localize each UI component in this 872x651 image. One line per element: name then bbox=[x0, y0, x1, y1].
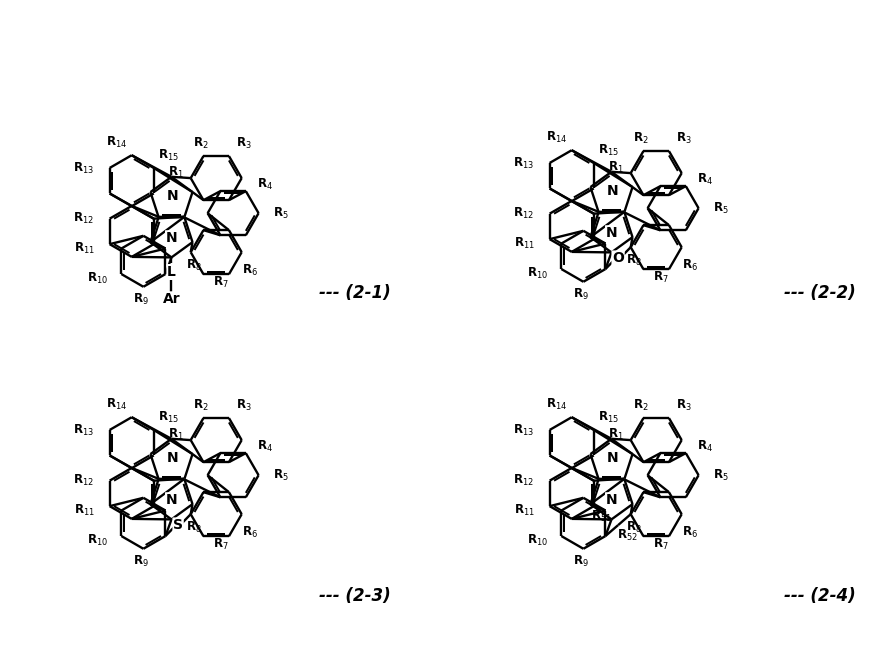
Text: $\mathbf{R}_{14}$: $\mathbf{R}_{14}$ bbox=[546, 130, 568, 145]
Text: N: N bbox=[606, 493, 617, 507]
Text: $\mathbf{R}_{5}$: $\mathbf{R}_{5}$ bbox=[713, 201, 728, 215]
Text: $\mathbf{R}_{5}$: $\mathbf{R}_{5}$ bbox=[273, 467, 289, 483]
Text: L: L bbox=[167, 265, 176, 279]
Text: $\mathbf{R}_{6}$: $\mathbf{R}_{6}$ bbox=[242, 525, 258, 540]
Text: $\mathbf{R}_{15}$: $\mathbf{R}_{15}$ bbox=[598, 409, 619, 424]
Text: --- (2-4): --- (2-4) bbox=[784, 587, 856, 605]
Text: $\mathbf{R}_{10}$: $\mathbf{R}_{10}$ bbox=[87, 533, 108, 548]
Text: $\mathbf{R}_{13}$: $\mathbf{R}_{13}$ bbox=[73, 422, 94, 437]
Text: $\mathbf{R}_{3}$: $\mathbf{R}_{3}$ bbox=[676, 398, 691, 413]
Text: N: N bbox=[166, 231, 177, 245]
Text: $\mathbf{R}_{9}$: $\mathbf{R}_{9}$ bbox=[133, 292, 148, 307]
Text: $\mathbf{R}_{15}$: $\mathbf{R}_{15}$ bbox=[158, 148, 179, 163]
Text: $\mathbf{R}_{13}$: $\mathbf{R}_{13}$ bbox=[73, 160, 94, 176]
Text: $\mathbf{R}_{11}$: $\mathbf{R}_{11}$ bbox=[514, 503, 535, 518]
Text: $\mathbf{R}_{9}$: $\mathbf{R}_{9}$ bbox=[573, 554, 589, 569]
Text: $\mathbf{R}_{7}$: $\mathbf{R}_{7}$ bbox=[214, 537, 229, 553]
Text: $\mathbf{R}_{11}$: $\mathbf{R}_{11}$ bbox=[74, 241, 95, 256]
Text: $\mathbf{R}_{12}$: $\mathbf{R}_{12}$ bbox=[73, 211, 94, 226]
Text: $\mathbf{R}_{10}$: $\mathbf{R}_{10}$ bbox=[528, 533, 548, 548]
Text: S: S bbox=[174, 518, 183, 532]
Text: N: N bbox=[166, 493, 177, 507]
Text: $\mathbf{R}_{6}$: $\mathbf{R}_{6}$ bbox=[682, 525, 698, 540]
Text: $\mathbf{R}_{7}$: $\mathbf{R}_{7}$ bbox=[653, 537, 669, 553]
Text: $\mathbf{R}_{12}$: $\mathbf{R}_{12}$ bbox=[73, 473, 94, 488]
Text: $\mathbf{R}_{15}$: $\mathbf{R}_{15}$ bbox=[158, 409, 179, 424]
Text: $\mathbf{R}_{3}$: $\mathbf{R}_{3}$ bbox=[236, 135, 252, 151]
Text: $\mathbf{R}_{4}$: $\mathbf{R}_{4}$ bbox=[698, 438, 713, 454]
Text: $\mathbf{R}_{5}$: $\mathbf{R}_{5}$ bbox=[273, 206, 289, 221]
Text: $\mathbf{R}_{4}$: $\mathbf{R}_{4}$ bbox=[257, 176, 273, 191]
Text: $\mathbf{R}_{8}$: $\mathbf{R}_{8}$ bbox=[626, 519, 642, 534]
Text: $\mathbf{R}_{13}$: $\mathbf{R}_{13}$ bbox=[513, 422, 534, 437]
Text: $\mathbf{R}_{9}$: $\mathbf{R}_{9}$ bbox=[133, 554, 148, 569]
Text: $\mathbf{R}_{2}$: $\mathbf{R}_{2}$ bbox=[193, 398, 208, 413]
Text: $\mathbf{R}_{11}$: $\mathbf{R}_{11}$ bbox=[514, 236, 535, 251]
Text: $\mathbf{R}_{8}$: $\mathbf{R}_{8}$ bbox=[186, 519, 201, 534]
Text: $\mathbf{R}_{6}$: $\mathbf{R}_{6}$ bbox=[682, 257, 698, 273]
Text: N: N bbox=[606, 226, 617, 240]
Text: $\mathbf{R}_{7}$: $\mathbf{R}_{7}$ bbox=[214, 275, 229, 290]
Text: $\mathbf{R}_{1}$: $\mathbf{R}_{1}$ bbox=[608, 427, 623, 442]
Text: $\mathbf{R}_{51}$: $\mathbf{R}_{51}$ bbox=[590, 508, 611, 523]
Text: $\mathbf{R}_{1}$: $\mathbf{R}_{1}$ bbox=[168, 165, 184, 180]
Text: N: N bbox=[167, 189, 179, 203]
Text: $\mathbf{R}_{10}$: $\mathbf{R}_{10}$ bbox=[87, 271, 108, 286]
Text: N: N bbox=[167, 451, 179, 465]
Text: O: O bbox=[612, 251, 624, 265]
Text: $\mathbf{R}_{2}$: $\mathbf{R}_{2}$ bbox=[633, 131, 649, 146]
Text: N: N bbox=[607, 184, 618, 199]
Text: $\mathbf{R}_{8}$: $\mathbf{R}_{8}$ bbox=[186, 258, 201, 273]
Text: $\mathbf{R}_{2}$: $\mathbf{R}_{2}$ bbox=[193, 135, 208, 151]
Text: $\mathbf{R}_{12}$: $\mathbf{R}_{12}$ bbox=[513, 206, 534, 221]
Text: $\mathbf{R}_{2}$: $\mathbf{R}_{2}$ bbox=[633, 398, 649, 413]
Text: $\mathbf{R}_{12}$: $\mathbf{R}_{12}$ bbox=[513, 473, 534, 488]
Text: $\mathbf{R}_{8}$: $\mathbf{R}_{8}$ bbox=[626, 253, 642, 268]
Text: $\mathbf{R}_{6}$: $\mathbf{R}_{6}$ bbox=[242, 262, 258, 277]
Text: $\mathbf{R}_{13}$: $\mathbf{R}_{13}$ bbox=[513, 156, 534, 171]
Text: $\mathbf{R}_{1}$: $\mathbf{R}_{1}$ bbox=[608, 160, 623, 175]
Text: --- (2-1): --- (2-1) bbox=[319, 284, 391, 302]
Text: --- (2-2): --- (2-2) bbox=[784, 284, 856, 302]
Text: $\mathbf{R}_{14}$: $\mathbf{R}_{14}$ bbox=[546, 397, 568, 412]
Text: $\mathbf{R}_{14}$: $\mathbf{R}_{14}$ bbox=[106, 397, 127, 412]
Text: $\mathbf{R}_{4}$: $\mathbf{R}_{4}$ bbox=[257, 438, 273, 454]
Text: $\mathbf{R}_{4}$: $\mathbf{R}_{4}$ bbox=[698, 171, 713, 187]
Text: Ar: Ar bbox=[163, 292, 181, 306]
Text: $\mathbf{R}_{5}$: $\mathbf{R}_{5}$ bbox=[713, 467, 728, 483]
Text: $\mathbf{R}_{1}$: $\mathbf{R}_{1}$ bbox=[168, 427, 184, 442]
Text: $\mathbf{R}_{14}$: $\mathbf{R}_{14}$ bbox=[106, 135, 127, 150]
Text: $\mathbf{R}_{3}$: $\mathbf{R}_{3}$ bbox=[236, 398, 252, 413]
Text: $\mathbf{R}_{11}$: $\mathbf{R}_{11}$ bbox=[74, 503, 95, 518]
Text: $\mathbf{R}_{10}$: $\mathbf{R}_{10}$ bbox=[528, 266, 548, 281]
Text: N: N bbox=[607, 451, 618, 465]
Text: --- (2-3): --- (2-3) bbox=[319, 587, 391, 605]
Text: $\mathbf{R}_{15}$: $\mathbf{R}_{15}$ bbox=[598, 143, 619, 158]
Text: $\mathbf{R}_{7}$: $\mathbf{R}_{7}$ bbox=[653, 270, 669, 285]
Text: $\mathbf{R}_{3}$: $\mathbf{R}_{3}$ bbox=[676, 131, 691, 146]
Text: $\mathbf{R}_{52}$: $\mathbf{R}_{52}$ bbox=[617, 528, 637, 543]
Text: $\mathbf{R}_{9}$: $\mathbf{R}_{9}$ bbox=[573, 287, 589, 302]
